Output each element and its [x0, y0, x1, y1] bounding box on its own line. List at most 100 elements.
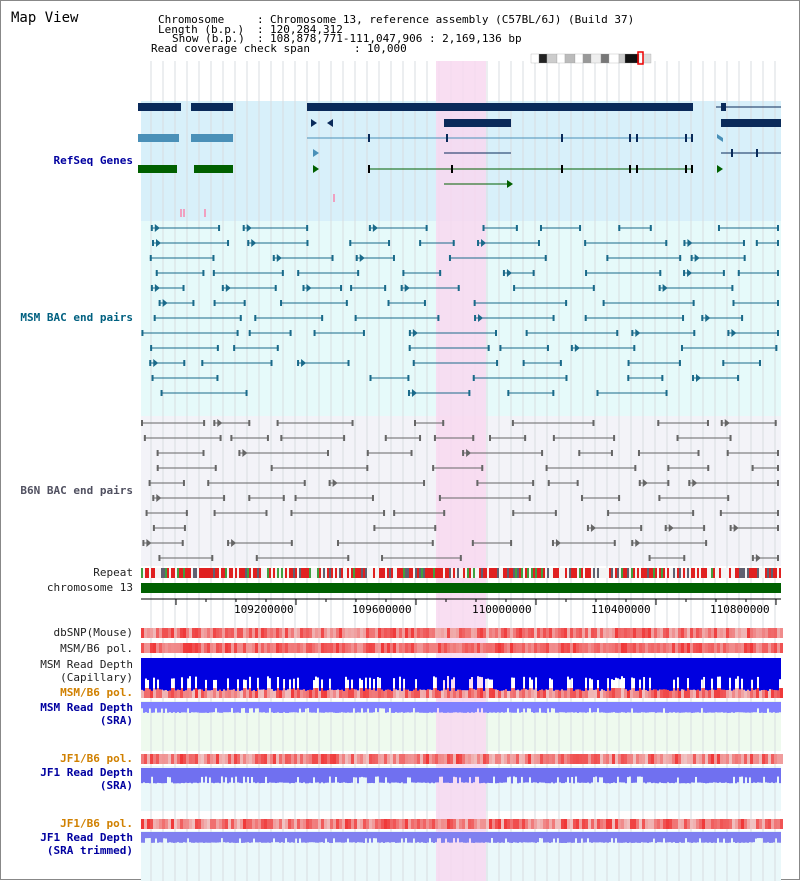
polymorphism-density — [174, 688, 177, 698]
read-depth-bar — [187, 702, 189, 709]
polymorphism-density — [555, 819, 558, 829]
read-depth-bar — [155, 658, 157, 690]
repeat-feature — [511, 568, 513, 578]
read-depth-bar — [455, 768, 457, 778]
read-depth-bar — [203, 832, 205, 843]
read-depth-bar — [697, 768, 699, 783]
repeat-feature — [725, 568, 727, 578]
polymorphism-density — [480, 754, 483, 764]
gene-arrow — [311, 119, 317, 127]
read-depth-bar — [631, 702, 633, 709]
read-depth-bar — [699, 702, 701, 713]
polymorphism-density — [762, 688, 765, 698]
read-depth-bar — [373, 658, 375, 679]
read-depth-bar — [471, 658, 473, 678]
read-depth-bar — [219, 658, 221, 690]
read-depth-bar — [375, 832, 377, 839]
repeat-feature — [227, 568, 229, 578]
read-depth-bar — [685, 702, 687, 713]
read-depth-bar — [345, 832, 347, 843]
polymorphism-density — [483, 819, 486, 829]
polymorphism-density — [390, 688, 393, 698]
polymorphism-density — [183, 754, 186, 764]
repeat-feature — [549, 568, 551, 578]
read-depth-bar — [437, 768, 439, 783]
polymorphism-density — [732, 628, 735, 638]
polymorphism-density — [279, 628, 282, 638]
polymorphism-density — [759, 688, 762, 698]
repeat-feature — [619, 568, 621, 578]
repeat-feature — [217, 568, 219, 578]
bac-end — [392, 255, 395, 261]
polymorphism-density — [261, 819, 264, 829]
read-depth-bar — [737, 768, 739, 783]
polymorphism-density — [489, 643, 492, 653]
read-depth-bar — [615, 658, 617, 678]
read-depth-bar — [167, 768, 169, 777]
read-depth-bar — [205, 658, 207, 680]
read-depth-bar — [713, 658, 715, 690]
read-depth-bar — [559, 832, 561, 843]
read-depth-bar — [727, 658, 729, 690]
bac-arrow — [506, 269, 512, 277]
polymorphism-density — [582, 688, 585, 698]
polymorphism-density — [735, 819, 738, 829]
polymorphism-density — [225, 628, 228, 638]
read-depth-bar — [663, 702, 665, 709]
polymorphism-density — [615, 819, 618, 829]
polymorphism-density — [342, 688, 345, 698]
polymorphism-density — [312, 819, 315, 829]
bac-arrow — [694, 254, 700, 262]
read-depth-bar — [381, 702, 383, 709]
polymorphism-density — [627, 643, 630, 653]
polymorphism-density — [150, 643, 153, 653]
polymorphism-density — [672, 819, 675, 829]
polymorphism-density — [363, 688, 366, 698]
read-depth-bar — [449, 832, 451, 843]
bac-arrow — [574, 344, 580, 352]
bac-end — [255, 555, 258, 561]
polymorphism-density — [519, 628, 522, 638]
read-depth-bar — [453, 702, 455, 713]
read-depth-bar — [267, 768, 269, 784]
polymorphism-density — [147, 628, 150, 638]
read-depth-bar — [571, 768, 573, 777]
read-depth-bar — [243, 768, 245, 777]
polymorphism-density — [612, 628, 615, 638]
polymorphism-density — [282, 754, 285, 764]
repeat-feature — [731, 568, 733, 578]
polymorphism-density — [144, 643, 147, 653]
polymorphism-density — [606, 688, 609, 698]
repeat-feature — [771, 568, 773, 578]
polymorphism-density — [267, 628, 270, 638]
repeat-feature — [351, 568, 353, 578]
polymorphism-density — [237, 688, 240, 698]
read-depth-bar — [451, 768, 453, 783]
repeat-feature — [331, 568, 333, 578]
read-depth-bar — [493, 658, 495, 690]
read-depth-bar — [657, 658, 659, 691]
read-depth-bar — [389, 768, 391, 784]
read-depth-bar — [665, 768, 667, 784]
polymorphism-density — [564, 628, 567, 638]
polymorphism-density — [372, 628, 375, 638]
read-depth-bar — [351, 832, 353, 843]
read-depth-bar — [651, 768, 653, 784]
polymorphism-density — [177, 754, 180, 764]
polymorphism-density — [222, 643, 225, 653]
read-depth-bar — [295, 832, 297, 839]
polymorphism-density — [465, 628, 468, 638]
bac-end — [731, 285, 734, 291]
bac-end — [302, 285, 305, 291]
read-depth-bar — [577, 768, 579, 783]
read-depth-bar — [493, 702, 495, 713]
read-depth-bar — [663, 658, 665, 690]
read-depth-bar — [457, 832, 459, 839]
read-depth-bar — [533, 832, 535, 843]
repeat-feature — [239, 568, 241, 578]
track-label-msm-bac: MSM BAC end pairs — [20, 311, 133, 324]
read-depth-bar — [571, 702, 573, 713]
repeat-feature — [429, 568, 431, 578]
read-depth-bar — [555, 702, 557, 713]
